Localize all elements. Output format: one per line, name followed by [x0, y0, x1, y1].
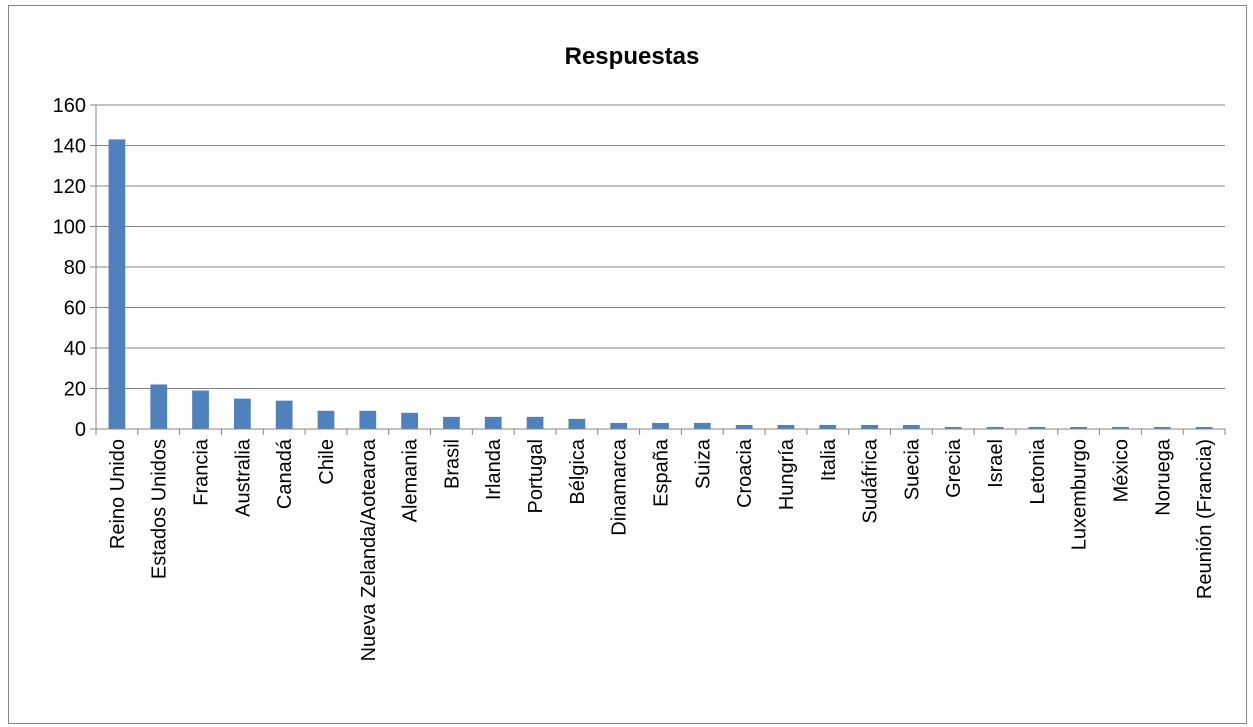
bar-25: [1153, 426, 1171, 429]
x-category-label: Suiza: [692, 438, 714, 489]
x-category-label: Grecia: [943, 438, 965, 498]
bar-14: [693, 422, 711, 429]
y-tick-label: 80: [64, 257, 86, 279]
bar-15: [735, 424, 753, 429]
x-category-label: Nueva Zelanda/Aotearoa: [358, 438, 380, 661]
bar-12: [610, 422, 628, 429]
x-category-label: Alemania: [400, 438, 422, 522]
bar-20: [944, 426, 962, 429]
bar-6: [359, 410, 377, 429]
y-tick-label: 100: [53, 217, 86, 239]
y-tick-label: 20: [64, 379, 86, 401]
bar-9: [484, 416, 502, 429]
x-category-label: Hungría: [776, 438, 798, 510]
axes: [95, 105, 1226, 435]
x-category-label: España: [651, 438, 673, 507]
x-category-label: Francia: [191, 438, 213, 506]
y-tick-label: 140: [53, 136, 86, 158]
x-category-label: Australia: [232, 438, 254, 517]
bar-13: [652, 422, 669, 429]
bar-22: [1028, 426, 1046, 429]
chart-title: Respuestas: [565, 43, 700, 70]
x-category-label: Sudáfrica: [860, 438, 882, 523]
x-category-label: Dinamarca: [609, 438, 631, 536]
x-category-label: Estados Unidos: [149, 439, 171, 579]
bar-0: [108, 139, 126, 430]
bar-5: [317, 410, 335, 429]
x-category-label: Letonia: [1027, 438, 1049, 504]
bars: [108, 139, 1213, 430]
x-category-label: Canadá: [274, 438, 296, 509]
y-tick-label: 120: [53, 176, 86, 198]
x-category-label: México: [1110, 439, 1132, 502]
y-tick-label: 160: [53, 95, 86, 117]
bar-10: [526, 416, 544, 429]
chart-area: Respuestas 0 20 40 60 80 100 120 140 160 Reino U…: [8, 5, 1247, 724]
bar-chart: Respuestas 0 20 40 60 80 100 120 140 160 Reino U…: [53, 43, 1226, 661]
gridlines: [90, 104, 1225, 430]
bar-11: [568, 418, 586, 429]
x-category-label: Italia: [818, 438, 840, 481]
bar-18: [861, 424, 878, 429]
x-category-label: Luxemburgo: [1069, 439, 1091, 550]
y-tick-label: 60: [64, 298, 86, 320]
y-axis-tick-labels: 0 20 40 60 80 100 120 140 160: [53, 95, 86, 441]
x-category-label: Portugal: [525, 439, 547, 514]
bar-1: [150, 384, 168, 429]
x-category-label: Irlanda: [483, 438, 505, 500]
bar-21: [986, 426, 1004, 429]
x-category-label: Israel: [985, 439, 1007, 488]
x-category-label: Croacia: [734, 438, 756, 508]
x-category-label: Reino Unido: [107, 439, 129, 549]
bar-16: [777, 424, 795, 429]
bar-7: [401, 412, 418, 429]
y-tick-label: 40: [64, 338, 86, 360]
bar-23: [1070, 426, 1088, 429]
x-category-label: Bélgica: [567, 438, 589, 504]
bar-19: [903, 424, 920, 429]
y-tick-label: 0: [75, 419, 86, 441]
x-category-label: Suecia: [901, 438, 923, 500]
bar-3: [233, 398, 251, 429]
bar-2: [192, 390, 209, 429]
bar-4: [275, 400, 293, 429]
x-category-label: Chile: [316, 439, 338, 485]
x-category-label: Brasil: [441, 439, 463, 489]
bar-26: [1195, 426, 1213, 429]
x-axis-category-labels: Reino Unido Estados Unidos Francia Australi…: [107, 438, 1216, 661]
bar-8: [443, 416, 460, 429]
x-category-label: Reunión (Francia): [1194, 439, 1216, 599]
bar-17: [819, 424, 837, 429]
x-category-label: Noruega: [1152, 438, 1174, 516]
bar-24: [1112, 426, 1129, 429]
